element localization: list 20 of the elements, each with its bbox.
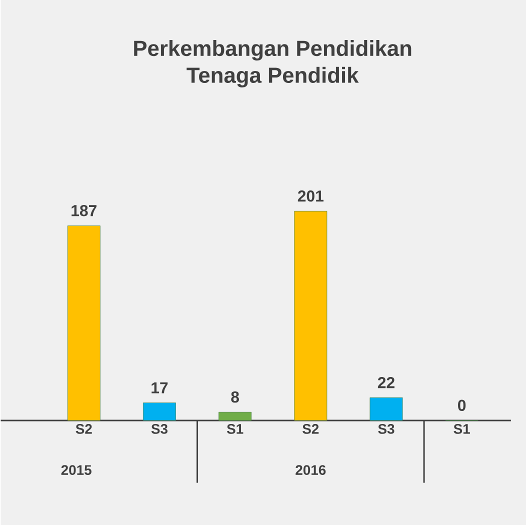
text: 2016 [296,464,326,475]
data-label: 0 [458,400,466,411]
data-label: 22 [378,376,394,388]
data-label: 17 [152,382,168,394]
x-tick-label: S2 [302,424,319,434]
x-tick-label: S3 [378,424,394,434]
x-tick-label: S1 [226,424,244,434]
x-tick-label: S3 [151,424,168,434]
text: 2015 [61,464,92,475]
data-label: 201 [298,190,324,202]
bar [370,397,403,421]
data-label: 8 [231,391,240,403]
bar [143,402,176,421]
x-tick-label: S2 [76,424,92,434]
data-label: 187 [72,204,96,216]
bar [218,412,252,421]
x-tick-label: S1 [454,424,470,434]
bar [67,225,100,421]
bar [294,210,328,421]
chart-title: Perkembangan Pendidikan Tenaga Pendidik [134,40,412,88]
